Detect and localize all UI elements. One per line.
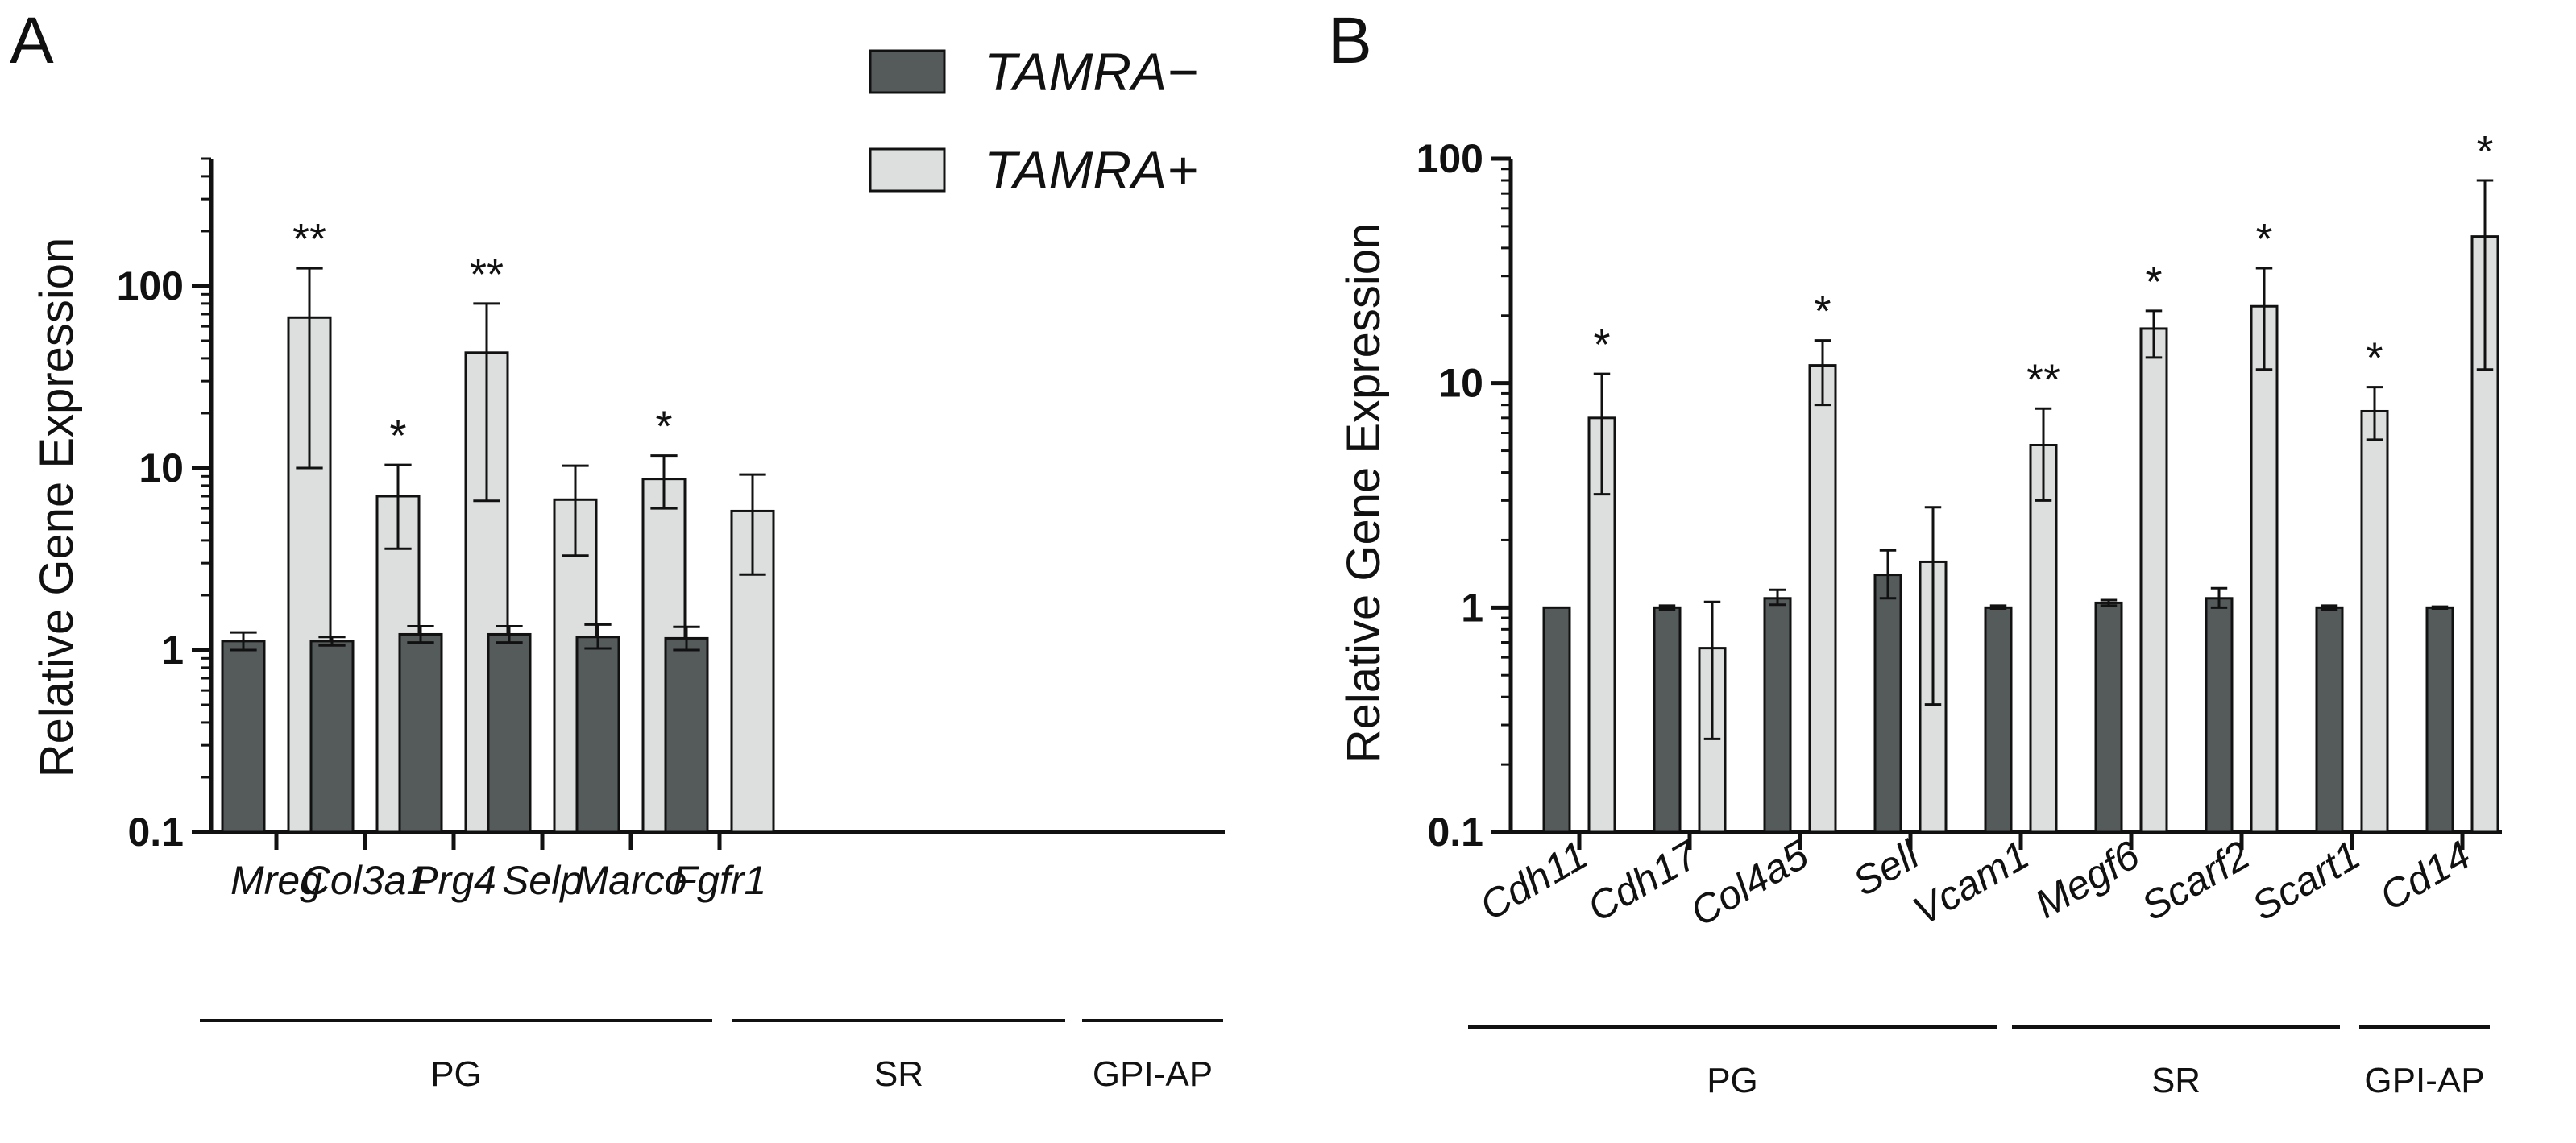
group-label-gpi-ap: GPI-AP bbox=[2364, 1061, 2484, 1100]
bar-tamra-minus-fgfr1 bbox=[664, 636, 709, 834]
significance-scart1: * bbox=[2366, 334, 2383, 383]
y-tick-label-b: 10 bbox=[1438, 361, 1483, 406]
significance-scarf2: * bbox=[2255, 215, 2272, 263]
bar-tamra-plus-scart1 bbox=[2360, 409, 2389, 834]
x-tick-label-vcam1: Vcam1 bbox=[1906, 832, 2037, 934]
legend-label-minus: TAMRA− bbox=[985, 42, 1198, 101]
x-tick-label-cd14: Cd14 bbox=[2372, 832, 2479, 919]
chart-panel-a: 0.1 1 10 100 ** Mreg * Col3a1 ** Prg4 Selp * MarcoFg… bbox=[117, 157, 1225, 1094]
legend-label-plus: TAMRA+ bbox=[985, 140, 1198, 200]
bar-tamra-minus-mreg bbox=[221, 640, 266, 834]
bar-tamra-plus-col4a5 bbox=[1808, 364, 1837, 834]
y-tick-label-a: 100 bbox=[117, 263, 184, 309]
y-tick-label-a: 1 bbox=[161, 627, 184, 673]
x-tick-label-fgfr1: Fgfr1 bbox=[673, 858, 767, 903]
bar-tamra-plus-vcam1 bbox=[2029, 444, 2058, 834]
significance-mreg: ** bbox=[292, 215, 326, 263]
x-tick-label-mreg: Mreg bbox=[230, 858, 322, 903]
bar-tamra-plus-scarf2 bbox=[2250, 304, 2279, 834]
legend-swatch-minus bbox=[869, 49, 946, 94]
x-tick-label-col4a5: Col4a5 bbox=[1682, 832, 1815, 935]
bar-tamra-minus-col4a5 bbox=[1763, 597, 1792, 834]
y-axis-title-a: Relative Gene Expression bbox=[31, 238, 83, 778]
significance-megf6: * bbox=[2145, 258, 2162, 306]
group-label-gpi-ap: GPI-AP bbox=[1093, 1054, 1213, 1094]
legend: TAMRA− TAMRA+ bbox=[869, 42, 1198, 200]
significance-col3a1: * bbox=[389, 412, 406, 460]
bar-tamra-minus-scart1 bbox=[2315, 606, 2344, 834]
significance-vcam1: ** bbox=[2026, 355, 2060, 404]
bar-tamra-minus-cd14 bbox=[2425, 606, 2454, 834]
bar-tamra-plus-megf6 bbox=[2139, 327, 2168, 834]
panel-letter-a: A bbox=[10, 4, 54, 77]
x-tick-label-marco: Marco bbox=[575, 858, 687, 903]
y-tick-label-b: 1 bbox=[1461, 585, 1483, 630]
x-tick-label-prg4: Prg4 bbox=[411, 858, 496, 903]
x-tick-label-scarf2: Scarf2 bbox=[2134, 832, 2257, 930]
bar-tamra-minus-prg4 bbox=[398, 632, 443, 834]
y-tick-label-b: 0.1 bbox=[1427, 810, 1483, 855]
bar-tamra-minus-scarf2 bbox=[2205, 597, 2234, 834]
bar-tamra-minus-megf6 bbox=[2094, 601, 2123, 834]
group-label-pg: PG bbox=[1707, 1061, 1758, 1100]
bar-tamra-minus-selp bbox=[487, 632, 532, 834]
x-tick-label-cdh17: Cdh17 bbox=[1580, 831, 1707, 930]
x-tick-label-scart1: Scart1 bbox=[2244, 832, 2367, 930]
group-label-pg: PG bbox=[430, 1054, 482, 1094]
x-tick-label-megf6: Megf6 bbox=[2027, 832, 2147, 927]
bar-tamra-minus-col3a1 bbox=[309, 640, 355, 834]
y-axis-title-b: Relative Gene Expression bbox=[1338, 223, 1390, 764]
bar-tamra-minus-sell bbox=[1873, 574, 1902, 834]
significance-cdh11: * bbox=[1593, 321, 1610, 369]
y-tick-label-a: 10 bbox=[139, 445, 184, 491]
significance-col4a5: * bbox=[1814, 288, 1831, 336]
bar-tamra-minus-marco bbox=[575, 636, 620, 834]
bar-tamra-minus-vcam1 bbox=[1984, 606, 2013, 834]
y-tick-label-b: 100 bbox=[1417, 136, 1483, 181]
significance-cd14: * bbox=[2476, 127, 2493, 176]
panel-letter-b: B bbox=[1328, 4, 1372, 77]
x-tick-label-col3a1: Col3a1 bbox=[301, 858, 429, 903]
x-tick-label-cdh11: Cdh11 bbox=[1472, 832, 1595, 929]
bar-tamra-minus-cdh17 bbox=[1653, 606, 1682, 834]
significance-marco: * bbox=[655, 403, 672, 451]
significance-prg4: ** bbox=[470, 251, 504, 299]
legend-swatch-plus bbox=[869, 147, 946, 193]
y-tick-label-a: 0.1 bbox=[127, 810, 184, 855]
group-label-sr: SR bbox=[874, 1054, 923, 1094]
group-label-sr: SR bbox=[2151, 1061, 2201, 1100]
bar-tamra-minus-cdh11 bbox=[1542, 606, 1571, 834]
x-tick-label-selp: Selp bbox=[502, 858, 583, 903]
